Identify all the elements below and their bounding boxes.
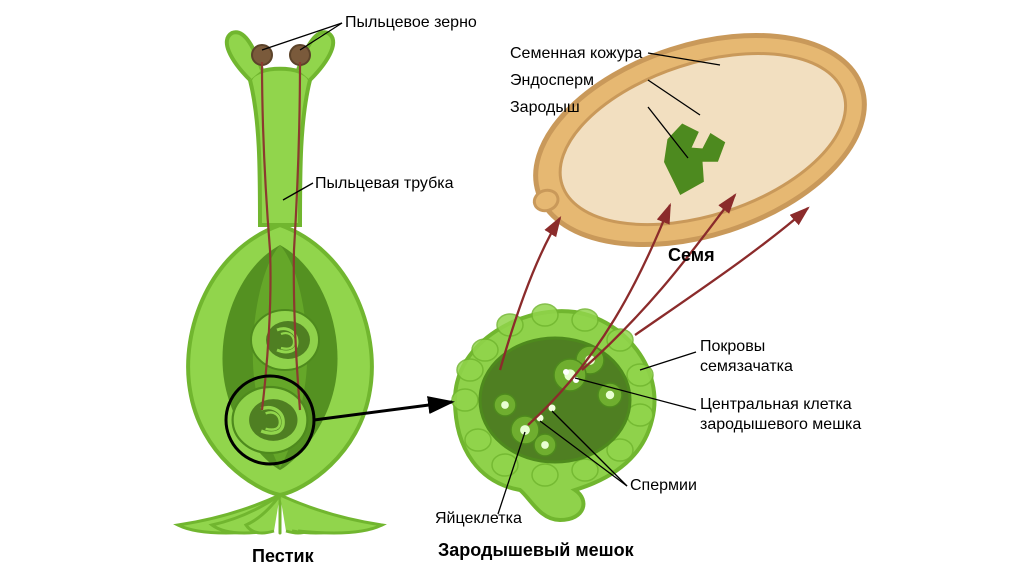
label-sperm: Спермии	[630, 477, 697, 495]
label-central-cell-2: зародышевого мешка	[700, 416, 861, 434]
label-ovule-covers-2: семязачатка	[700, 358, 793, 376]
seed	[502, 0, 891, 285]
title-pistil: Пестик	[252, 546, 314, 567]
title-seed: Семя	[668, 245, 715, 266]
label-ovule-covers-1: Покровы	[700, 338, 765, 356]
label-pollen-grain: Пыльцевое зерно	[345, 14, 477, 32]
label-pollen-tube: Пыльцевая трубка	[315, 175, 454, 193]
label-egg: Яйцеклетка	[435, 510, 522, 528]
label-embryo: Зародыш	[510, 99, 580, 117]
label-central-cell-1: Центральная клетка	[700, 396, 852, 414]
pistil	[178, 32, 382, 533]
label-seed-coat: Семенная кожура	[510, 45, 642, 63]
diagram-root: { "colors": { "bg": "#ffffff", "pistil_l…	[0, 0, 1024, 576]
label-endosperm: Эндосперм	[510, 72, 594, 90]
title-embryo-sac: Зародышевый мешок	[438, 540, 634, 561]
